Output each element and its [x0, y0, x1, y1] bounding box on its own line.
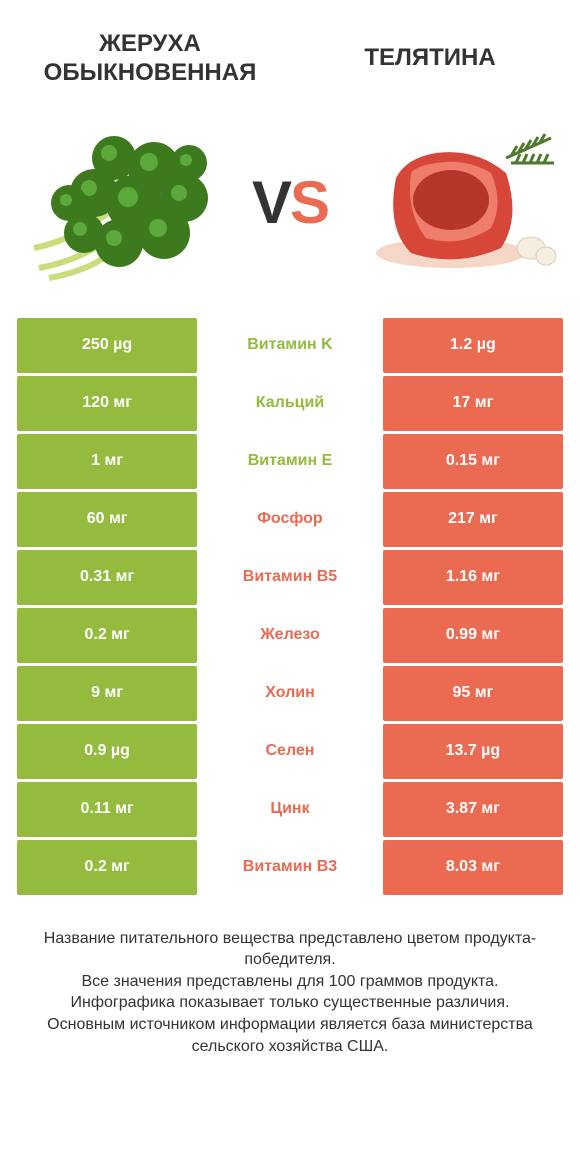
value-left: 9 мг [17, 666, 197, 721]
veal-image [356, 118, 556, 288]
nutrient-label: Фосфор [197, 492, 383, 547]
value-right: 17 мг [383, 376, 563, 431]
value-left: 120 мг [17, 376, 197, 431]
value-left: 60 мг [17, 492, 197, 547]
nutrient-row: 9 мгХолин95 мг [17, 666, 563, 721]
nutrient-row: 0.9 µgСелен13.7 µg [17, 724, 563, 779]
images-row: VS [0, 98, 580, 318]
footnotes: Название питательного вещества представл… [0, 898, 580, 1058]
nutrient-label: Железо [197, 608, 383, 663]
nutrient-row: 250 µgВитамин K1.2 µg [17, 318, 563, 373]
watercress-image [24, 118, 224, 288]
footnote-line: Инфографика показывает только существенн… [20, 992, 560, 1014]
vs-label: VS [252, 168, 328, 237]
infographic-container: ЖЕРУХА ОБЫКНОВЕННАЯ ТЕЛЯТИНА [0, 0, 580, 1174]
nutrient-row: 60 мгФосфор217 мг [17, 492, 563, 547]
comparison-table: 250 µgВитамин K1.2 µg120 мгКальций17 мг1… [0, 318, 580, 898]
nutrient-row: 0.2 мгЖелезо0.99 мг [17, 608, 563, 663]
nutrient-label: Холин [197, 666, 383, 721]
value-right: 3.87 мг [383, 782, 563, 837]
value-right: 1.2 µg [383, 318, 563, 373]
nutrient-label: Селен [197, 724, 383, 779]
value-right: 95 мг [383, 666, 563, 721]
footnote-line: Название питательного вещества представл… [20, 928, 560, 971]
nutrient-row: 0.31 мгВитамин B51.16 мг [17, 550, 563, 605]
nutrient-row: 0.11 мгЦинк3.87 мг [17, 782, 563, 837]
nutrient-label: Цинк [197, 782, 383, 837]
value-right: 1.16 мг [383, 550, 563, 605]
value-right: 13.7 µg [383, 724, 563, 779]
nutrient-row: 120 мгКальций17 мг [17, 376, 563, 431]
value-right: 8.03 мг [383, 840, 563, 895]
value-left: 1 мг [17, 434, 197, 489]
food-left-title: ЖЕРУХА ОБЫКНОВЕННАЯ [24, 30, 276, 88]
nutrient-row: 1 мгВитамин E0.15 мг [17, 434, 563, 489]
nutrient-row: 0.2 мгВитамин B38.03 мг [17, 840, 563, 895]
food-right-title: ТЕЛЯТИНА [304, 44, 556, 73]
nutrient-label: Витамин K [197, 318, 383, 373]
value-right: 217 мг [383, 492, 563, 547]
vs-letter-v: V [252, 169, 290, 236]
vs-letter-s: S [290, 169, 328, 236]
nutrient-label: Витамин B3 [197, 840, 383, 895]
footnote-line: Все значения представлены для 100 граммо… [20, 971, 560, 993]
value-left: 0.11 мг [17, 782, 197, 837]
value-right: 0.99 мг [383, 608, 563, 663]
nutrient-label: Витамин B5 [197, 550, 383, 605]
footnote-line: Основным источником информации является … [20, 1014, 560, 1057]
value-left: 250 µg [17, 318, 197, 373]
title-row: ЖЕРУХА ОБЫКНОВЕННАЯ ТЕЛЯТИНА [0, 0, 580, 98]
nutrient-label: Кальций [197, 376, 383, 431]
value-right: 0.15 мг [383, 434, 563, 489]
value-left: 0.2 мг [17, 608, 197, 663]
nutrient-label: Витамин E [197, 434, 383, 489]
value-left: 0.31 мг [17, 550, 197, 605]
value-left: 0.9 µg [17, 724, 197, 779]
value-left: 0.2 мг [17, 840, 197, 895]
